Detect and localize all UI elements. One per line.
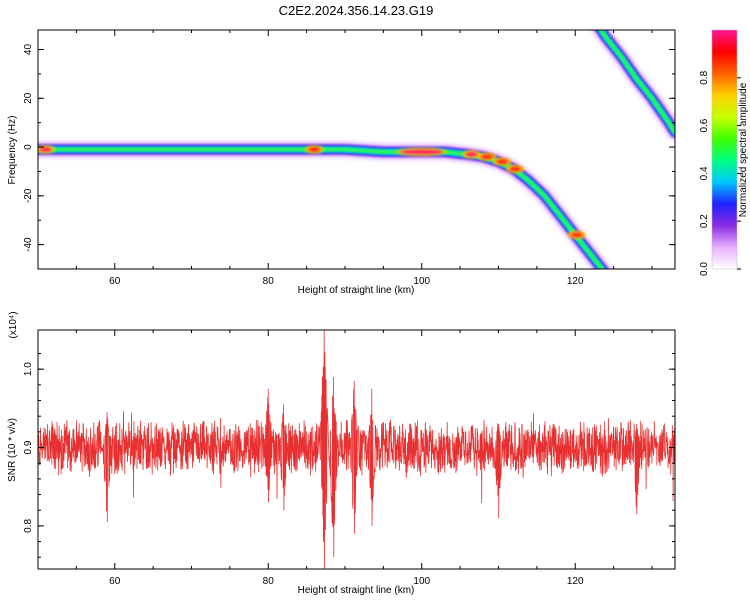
- snr-xlabel: Height of straight line (km): [298, 585, 415, 596]
- colorbar-label: Normalized spectral amplitude: [738, 82, 749, 217]
- snr-ylabel: SNR (10 * v/v): [7, 418, 18, 482]
- ridge2-band: [599, 30, 675, 134]
- snr-y-tick-label: 1.0: [23, 362, 34, 376]
- hotspot: [462, 150, 481, 159]
- hotspot: [38, 145, 55, 154]
- spectrogram-y-tick-label: 0: [23, 144, 34, 150]
- hotspot: [396, 147, 447, 157]
- spectrogram-y-tick-label: 40: [23, 44, 34, 56]
- colorbar-frame: [711, 29, 738, 270]
- snr-series-line: [38, 330, 675, 569]
- colorbar-tick-label: 0.8: [699, 70, 710, 84]
- hotspot: [477, 152, 496, 162]
- snr-panel: 60 80 100 120 1.0 0.9 0.8 Height of straight l…: [7, 311, 676, 596]
- spectrogram-panel: 60 80 100 120 40 20 0 -20 -40 Height of straight…: [7, 29, 676, 296]
- snr-y-tick-label: 0.8: [23, 519, 34, 533]
- spectrogram-x-tick-label: 120: [567, 276, 584, 287]
- colorbar-tick-label: 0.2: [699, 214, 710, 228]
- hotspot: [567, 230, 586, 240]
- snr-y-tick-label: 0.9: [23, 440, 34, 454]
- spectrogram-x-tick-label: 100: [413, 276, 430, 287]
- spectrogram-frame: [37, 29, 676, 270]
- snr-plot-area: [38, 330, 675, 569]
- spectrogram-xlabel: Height of straight line (km): [298, 285, 415, 296]
- colorbar-ticks: 0.0 0.2 0.4 0.6 0.8: [699, 70, 741, 276]
- spectrogram-ticks: 60 80 100 120 40 20 0 -20 -40: [23, 30, 675, 287]
- colorbar-tick-label: 0.4: [699, 166, 710, 180]
- spectrogram-y-tick-label: -40: [23, 237, 34, 252]
- hotspot: [506, 164, 525, 174]
- hotspot: [493, 157, 512, 166]
- snr-x-tick-label: 100: [413, 576, 430, 587]
- spectrogram-y-tick-label: -20: [23, 188, 34, 203]
- snr-x-tick-label: 80: [263, 576, 275, 587]
- snr-x-tick-label: 60: [109, 576, 121, 587]
- snr-x-tick-label: 120: [567, 576, 584, 587]
- snr-multiplier: (x10⁴): [8, 311, 19, 338]
- spectrogram-x-tick-label: 80: [263, 276, 275, 287]
- colorbar-tick-label: 0.0: [699, 262, 710, 276]
- snr-frame: [37, 329, 676, 570]
- spectrogram-x-tick-label: 60: [109, 276, 121, 287]
- spectrogram-plot-area: [38, 30, 675, 269]
- colorbar-tick-label: 0.6: [699, 118, 710, 132]
- spectrogram-ylabel: Frequency (Hz): [7, 116, 18, 185]
- colorbar-gradient: [712, 30, 737, 269]
- hotspot: [305, 145, 324, 154]
- colorbar: 0.0 0.2 0.4 0.6 0.8 Normalized spectral ampl…: [699, 29, 749, 276]
- spectrogram-y-tick-label: 20: [23, 92, 34, 104]
- figure-title: C2E2.2024.356.14.23.G19: [279, 3, 434, 18]
